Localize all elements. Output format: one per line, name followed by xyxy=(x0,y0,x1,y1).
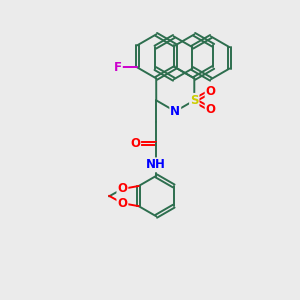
Text: F: F xyxy=(114,61,122,74)
Text: O: O xyxy=(117,182,128,195)
Text: NH: NH xyxy=(146,158,166,171)
Text: S: S xyxy=(190,94,199,107)
Text: O: O xyxy=(130,137,140,150)
Text: N: N xyxy=(170,105,180,118)
Text: O: O xyxy=(206,103,216,116)
Text: O: O xyxy=(206,85,216,98)
Text: O: O xyxy=(117,197,128,210)
